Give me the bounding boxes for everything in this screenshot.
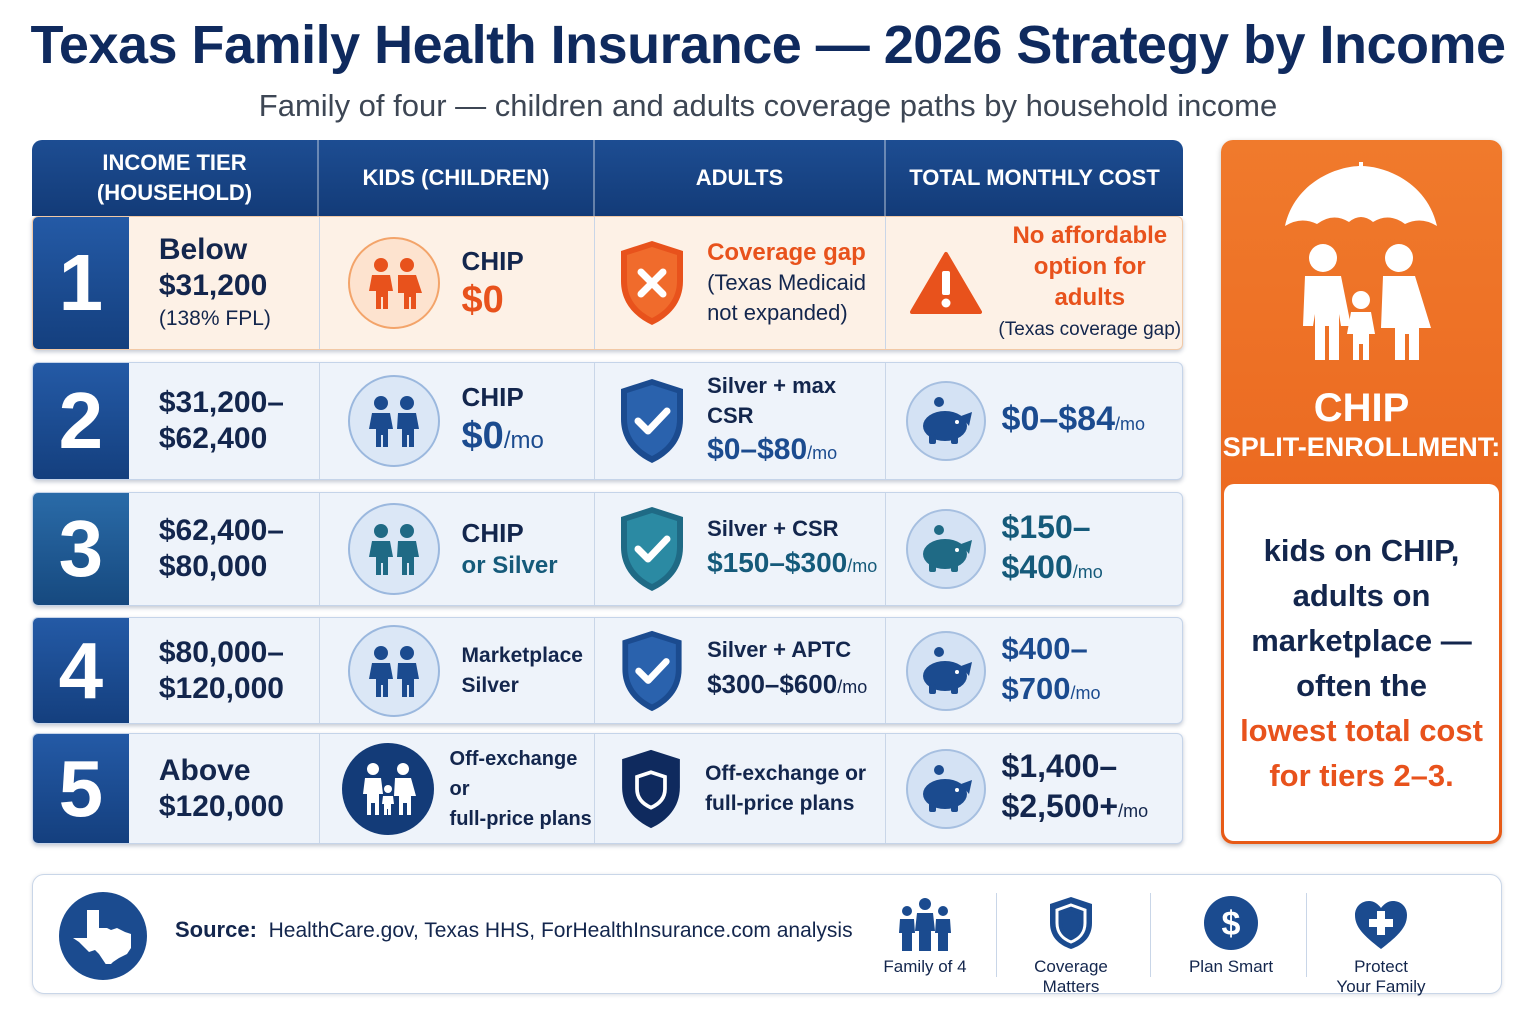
svg-text:$: $	[1222, 905, 1241, 943]
kids-cell: CHIP or Silver	[320, 493, 596, 605]
adults-cell: Silver + CSR $150–$300/mo	[595, 493, 886, 605]
family-icon	[341, 742, 434, 835]
kids-cell: Marketplace Silver	[320, 618, 596, 723]
piggy-bank-icon	[905, 509, 986, 589]
texas-map-icon	[59, 892, 147, 980]
total-cell: $1,400– $2,500+/mo	[886, 734, 1182, 843]
piggy-bank-icon	[905, 381, 986, 461]
side-message: kids on CHIP, adults on marketplace — of…	[1224, 484, 1499, 841]
kids-cell: CHIP $0/mo	[320, 363, 596, 479]
dollar-icon: $	[1156, 889, 1306, 951]
adults-cell: Silver + max CSR $0–$80/mo	[595, 363, 886, 479]
source-text: Source: HealthCare.gov, Texas HHS, ForHe…	[175, 917, 853, 942]
shield-icon	[996, 889, 1146, 951]
split-enrollment-card: CHIP SPLIT-ENROLLMENT: kids on CHIP, adu…	[1221, 140, 1502, 844]
footer-item-plan: $ Plan Smart	[1156, 889, 1306, 977]
tier-number: 2	[33, 363, 129, 479]
piggy-bank-icon	[905, 748, 986, 829]
header-income: INCOME TIER (HOUSEHOLD)	[32, 140, 319, 216]
umbrella-family-icon	[1285, 162, 1437, 360]
header-total: TOTAL MONTHLY COST	[909, 165, 1160, 190]
piggy-bank-icon	[905, 630, 986, 711]
table-row: 5 Above $120,000 Off-exchange or full-pr…	[32, 733, 1183, 844]
side-chip-title: CHIP	[1313, 386, 1410, 430]
heart-cross-icon	[1306, 889, 1456, 951]
adults-cell: Silver + APTC $300–$600/mo	[595, 618, 886, 723]
footer: Source: HealthCare.gov, Texas HHS, ForHe…	[32, 874, 1502, 997]
tier-number: 5	[33, 734, 129, 843]
header-kids: KIDS (CHILDREN)	[319, 140, 595, 216]
kids-icon	[347, 237, 440, 329]
income-cell: $80,000– $120,000	[129, 618, 320, 723]
income-cell: $62,400– $80,000	[129, 493, 320, 605]
income-table: INCOME TIER (HOUSEHOLD) KIDS (CHILDREN) A…	[32, 140, 1183, 844]
kids-cell: Off-exchange or full-price plans	[320, 734, 596, 843]
income-cell: Below $31,200 (138% FPL)	[129, 217, 320, 349]
table-row: 4 $80,000– $120,000 Marketplace Silver S…	[32, 617, 1183, 724]
table-row: 1 Below $31,200 (138% FPL) CHIP $0 Cover…	[32, 216, 1183, 350]
table-header: INCOME TIER (HOUSEHOLD) KIDS (CHILDREN) A…	[32, 140, 1183, 216]
page-subtitle: Family of four — children and adults cov…	[258, 88, 1278, 123]
total-cell: $0–$84/mo	[886, 363, 1182, 479]
adults-cell: Off-exchange or full-price plans	[595, 734, 886, 843]
adults-cell: Coverage gap (Texas Medicaid not expande…	[595, 217, 886, 349]
shield-check-icon	[621, 379, 684, 463]
total-cell: $150–$400/mo	[886, 493, 1182, 605]
page-title: Texas Family Health Insurance — 2026 Str…	[30, 15, 1506, 75]
table-row: 2 $31,200– $62,400 CHIP $0/mo Silver + m…	[32, 362, 1183, 480]
income-cell: Above $120,000	[129, 734, 320, 843]
kids-icon	[347, 503, 440, 595]
tier-number: 1	[33, 217, 129, 349]
kids-icon	[347, 375, 440, 467]
total-cell: No affordable option for adults (Texas c…	[886, 217, 1182, 349]
table-row: 3 $62,400– $80,000 CHIP or Silver Silver…	[32, 492, 1183, 606]
warning-icon	[909, 252, 982, 314]
income-cell: $31,200– $62,400	[129, 363, 320, 479]
shield-x-icon	[621, 241, 684, 325]
shield-check-icon	[622, 630, 682, 711]
kids-cell: CHIP $0	[320, 217, 596, 349]
footer-item-protect: Protect Your Family	[1306, 889, 1456, 997]
tier-number: 4	[33, 618, 129, 723]
footer-item-coverage: Coverage Matters	[996, 889, 1146, 997]
people-icon	[850, 889, 1000, 951]
kids-icon	[347, 624, 440, 717]
shield-check-icon	[621, 507, 684, 591]
header-adults: ADULTS	[595, 140, 886, 216]
total-cell: $400–$700/mo	[886, 618, 1182, 723]
footer-item-family: Family of 4	[850, 889, 1000, 977]
shield-icon	[622, 749, 680, 828]
tier-number: 3	[33, 493, 129, 605]
side-split-title: SPLIT-ENROLLMENT:	[1222, 432, 1501, 462]
